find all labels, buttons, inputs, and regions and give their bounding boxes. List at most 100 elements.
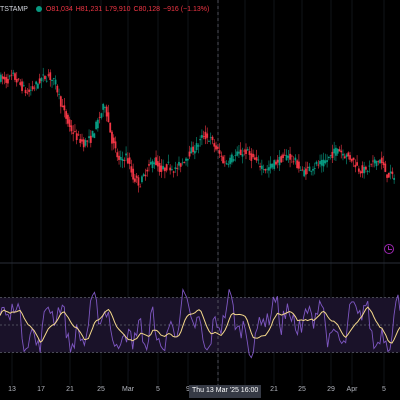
candle-body bbox=[282, 154, 284, 159]
candle-body bbox=[95, 121, 98, 130]
candle-body bbox=[126, 158, 129, 164]
candle-body bbox=[183, 161, 186, 163]
candle-body bbox=[35, 81, 38, 85]
candle-body bbox=[239, 149, 242, 155]
candle-body bbox=[72, 132, 75, 134]
candle-body bbox=[193, 150, 196, 154]
candle-body bbox=[230, 154, 233, 163]
candle-body bbox=[372, 160, 374, 162]
candle-body bbox=[52, 78, 55, 79]
candle-body bbox=[153, 162, 156, 165]
candle-body bbox=[104, 107, 106, 109]
candle-body bbox=[326, 160, 329, 162]
candle-body bbox=[333, 148, 336, 154]
candle-body bbox=[391, 171, 394, 175]
candle-body bbox=[287, 155, 290, 158]
candle-body bbox=[290, 155, 293, 157]
candle-body bbox=[59, 96, 62, 107]
candle-body bbox=[357, 168, 360, 172]
candle-body bbox=[128, 157, 131, 164]
candle-body bbox=[294, 157, 297, 161]
candle-body bbox=[151, 161, 154, 169]
candle-body bbox=[222, 156, 224, 164]
candle-body bbox=[342, 153, 344, 156]
candle-body bbox=[174, 167, 177, 170]
candle-body bbox=[197, 145, 200, 147]
candle-body bbox=[121, 158, 124, 161]
candle-body bbox=[308, 166, 311, 172]
candle-body bbox=[327, 156, 330, 159]
candle-body bbox=[195, 143, 198, 151]
candle-body bbox=[5, 77, 8, 83]
clock-icon[interactable] bbox=[384, 244, 394, 254]
candle-body bbox=[133, 178, 136, 182]
candle-body bbox=[96, 119, 99, 129]
candle-body bbox=[199, 139, 202, 141]
candle-body bbox=[283, 154, 286, 156]
candle-body bbox=[352, 157, 355, 160]
legend-open: O81,034 bbox=[45, 5, 73, 13]
crosshair-time-label: Thu 13 Mar '25 16:00 bbox=[189, 385, 262, 398]
candle-body bbox=[345, 154, 348, 157]
time-tick-label: 9 bbox=[186, 386, 190, 393]
candle-body bbox=[111, 131, 113, 144]
candle-body bbox=[350, 158, 353, 162]
candle-body bbox=[192, 146, 194, 152]
candle-body bbox=[253, 157, 256, 160]
candle-body bbox=[215, 145, 217, 150]
candle-body bbox=[368, 165, 371, 167]
candle-body bbox=[28, 89, 30, 92]
rsi-ma-line bbox=[0, 306, 400, 344]
time-tick-label: 25 bbox=[97, 386, 105, 393]
candle-body bbox=[366, 171, 369, 172]
candle-body bbox=[354, 164, 357, 168]
candle-body bbox=[310, 170, 313, 172]
candle-body bbox=[169, 167, 172, 171]
candle-body bbox=[280, 155, 283, 163]
candle-body bbox=[312, 168, 314, 171]
candle-body bbox=[250, 153, 253, 161]
candle-body bbox=[102, 103, 105, 110]
candle-body bbox=[356, 162, 358, 166]
candle-body bbox=[70, 125, 73, 132]
candle-body bbox=[93, 133, 96, 139]
candle-body bbox=[305, 168, 307, 175]
candle-body bbox=[347, 152, 350, 157]
candle-body bbox=[329, 155, 332, 156]
candle-body bbox=[119, 156, 122, 160]
candle-body bbox=[132, 168, 135, 180]
candle-body bbox=[373, 159, 376, 164]
candle-body bbox=[276, 159, 279, 163]
candle-body bbox=[3, 76, 6, 80]
candle-body bbox=[88, 136, 90, 139]
candle-body bbox=[81, 139, 83, 142]
candle-body bbox=[393, 177, 396, 180]
candle-body bbox=[384, 163, 387, 172]
candle-body bbox=[118, 155, 120, 160]
candle-body bbox=[269, 163, 272, 169]
candle-body bbox=[241, 154, 244, 157]
candle-body bbox=[79, 138, 82, 143]
candle-body bbox=[155, 157, 157, 166]
candle-body bbox=[158, 162, 161, 172]
candle-body bbox=[125, 153, 127, 156]
candle-body bbox=[243, 150, 246, 152]
candle-body bbox=[275, 161, 277, 165]
candle-body bbox=[246, 149, 249, 151]
candle-body bbox=[40, 77, 43, 82]
candle-body bbox=[26, 92, 29, 94]
candle-body bbox=[160, 165, 163, 172]
candle-body bbox=[8, 75, 11, 77]
candle-body bbox=[245, 149, 247, 155]
candle-body bbox=[7, 78, 9, 84]
candle-body bbox=[107, 112, 110, 123]
candle-body bbox=[220, 155, 223, 157]
candle-body bbox=[301, 169, 304, 171]
candle-body bbox=[202, 136, 205, 137]
candle-body bbox=[135, 175, 138, 178]
time-tick-label: 21 bbox=[270, 386, 278, 393]
candle-body bbox=[340, 150, 343, 153]
candle-body bbox=[204, 131, 207, 140]
candle-body bbox=[15, 79, 18, 83]
